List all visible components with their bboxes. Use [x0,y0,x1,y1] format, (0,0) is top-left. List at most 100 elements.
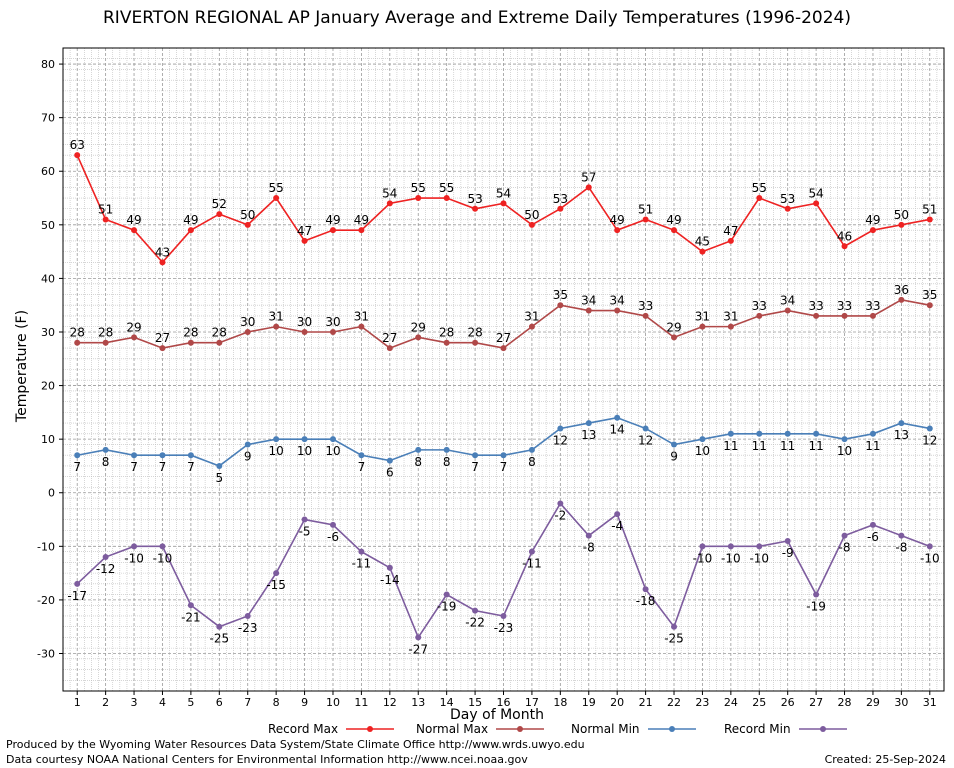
data-point-normal-max [642,312,649,319]
data-point-normal-min [329,436,336,443]
data-point-record-max [926,216,933,223]
data-point-normal-max [187,339,194,346]
y-tick-label: 60 [41,165,55,178]
data-point-record-max [898,221,905,228]
data-point-record-min [727,543,734,550]
data-label-normal-max: 33 [808,299,823,313]
data-point-record-min [131,543,138,550]
x-tick-label: 10 [326,696,340,709]
data-label-normal-min: 7 [471,460,479,474]
data-point-record-min [386,564,393,571]
data-point-record-max [301,237,308,244]
data-label-normal-max: 33 [837,299,852,313]
data-label-record-max: 49 [183,213,198,227]
data-point-record-max [102,216,109,223]
data-label-normal-min: 10 [325,444,340,458]
data-label-record-min: -8 [895,541,907,555]
x-tick-label: 23 [695,696,709,709]
data-label-record-max: 49 [126,213,141,227]
y-axis-label: Temperature (F) [14,309,30,423]
x-tick-label: 21 [639,696,653,709]
data-point-normal-max [329,328,336,335]
data-point-normal-min [386,457,393,464]
footer-created: Created: 25-Sep-2024 [824,753,946,766]
x-axis-label: Day of Month [450,707,544,723]
data-point-record-max [699,248,706,255]
x-tick-label: 8 [273,696,280,709]
data-label-normal-max: 33 [865,299,880,313]
data-label-normal-max: 28 [98,326,113,340]
data-point-record-min [614,511,621,518]
data-label-record-min: -10 [693,551,713,565]
x-tick-label: 19 [582,696,596,709]
data-point-normal-max [557,302,564,309]
data-point-record-max [187,227,194,234]
data-label-normal-max: 34 [780,294,795,308]
data-point-record-max [244,221,251,228]
data-label-record-min: -11 [522,557,542,571]
data-label-normal-max: 28 [467,326,482,340]
legend-label-record-max: Record Max [268,722,339,736]
y-tick-label: -10 [37,540,55,553]
data-label-normal-max: 28 [183,326,198,340]
data-label-normal-max: 31 [354,310,369,324]
data-label-record-max: 50 [894,208,909,222]
data-point-record-max [727,237,734,244]
data-point-record-min [74,580,81,587]
data-label-normal-max: 31 [723,310,738,324]
data-point-normal-min [727,430,734,437]
data-point-normal-max [415,334,422,341]
data-label-record-max: 54 [382,186,397,200]
data-label-record-max: 54 [496,186,511,200]
data-label-normal-min: 7 [73,460,81,474]
data-point-record-min [869,521,876,528]
data-label-record-min: -8 [583,541,595,555]
data-label-record-min: -6 [327,530,339,544]
data-label-record-max: 47 [723,224,738,238]
data-label-normal-max: 30 [325,315,340,329]
data-label-normal-min: 8 [443,455,451,469]
data-label-record-max: 49 [325,213,340,227]
data-point-normal-max [528,323,535,330]
x-tick-label: 5 [187,696,194,709]
data-point-record-min [244,612,251,619]
data-label-normal-max: 34 [610,294,625,308]
footer-produced-by: Produced by the Wyoming Water Resources … [6,738,585,751]
data-label-normal-min: 11 [752,439,767,453]
data-point-normal-min [585,420,592,427]
data-point-normal-min [187,452,194,459]
x-tick-label: 3 [131,696,138,709]
data-point-record-min [557,500,564,507]
data-label-normal-min: 5 [215,471,223,485]
x-tick-label: 17 [525,696,539,709]
data-point-record-min [415,634,422,641]
data-point-normal-max [926,302,933,309]
data-point-record-max [841,243,848,250]
data-label-record-max: 45 [695,235,710,249]
data-point-record-max [813,200,820,207]
data-point-record-max [329,227,336,234]
data-label-normal-max: 30 [240,315,255,329]
x-tick-label: 2 [102,696,109,709]
data-label-record-min: -25 [210,632,230,646]
data-label-record-min: -2 [554,508,566,522]
x-tick-label: 22 [667,696,681,709]
data-label-record-min: -10 [721,551,741,565]
x-tick-label: 26 [781,696,795,709]
data-point-record-max [642,216,649,223]
data-point-normal-max [216,339,223,346]
data-label-normal-min: 8 [102,455,110,469]
data-point-normal-min [443,446,450,453]
data-point-record-max [784,205,791,212]
data-point-normal-max [898,296,905,303]
data-label-normal-min: 11 [808,439,823,453]
data-point-normal-min [131,452,138,459]
data-point-normal-min [159,452,166,459]
data-label-normal-min: 8 [528,455,536,469]
data-point-record-min [699,543,706,550]
data-label-normal-min: 13 [894,428,909,442]
data-label-normal-max: 27 [382,331,397,345]
data-label-normal-min: 14 [610,423,625,437]
data-label-normal-max: 27 [155,331,170,345]
data-point-normal-min [756,430,763,437]
